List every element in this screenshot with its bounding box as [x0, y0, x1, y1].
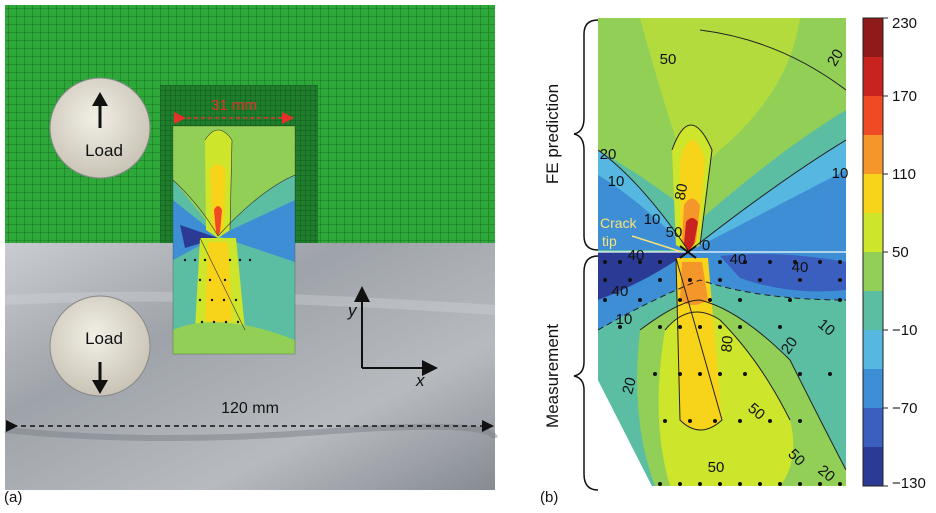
down-arrow-icon	[92, 380, 108, 394]
load-label-top: Load	[85, 141, 123, 160]
contour-label: 80	[718, 335, 736, 353]
up-arrow-icon	[92, 92, 108, 106]
contour-label: 20	[778, 334, 801, 357]
colorbar-cell	[863, 57, 883, 97]
crack-tip-label: Crack tip	[600, 215, 640, 249]
load-label-bottom: Load	[85, 329, 123, 348]
panel-a-label: (a)	[4, 489, 22, 506]
contour-label: 10	[832, 165, 849, 182]
contour-label: 40	[612, 283, 629, 300]
contour-label: 0	[702, 237, 710, 254]
colorbar-tick-label: 170	[892, 88, 917, 105]
colorbar-cell	[863, 135, 883, 175]
contour-label: 50	[708, 459, 725, 476]
contour-map	[598, 18, 846, 486]
contour-label: 50	[660, 51, 677, 68]
length-dimension-label: 120 mm	[221, 400, 279, 417]
colorbar-tick-label: −10	[892, 322, 917, 339]
colorbar-cell	[863, 174, 883, 214]
colorbar-tick-label: −130	[892, 475, 926, 492]
colorbar-tick-label: 50	[892, 244, 909, 261]
load-pin-top: Load	[49, 77, 151, 179]
fe-prediction-label: FE prediction	[543, 84, 562, 184]
colorbar-cell	[863, 213, 883, 253]
load-pin-bottom: Load	[49, 295, 151, 397]
colorbar-tick-label: −70	[892, 400, 917, 417]
colorbar-cell	[863, 447, 883, 487]
contour-label: 10	[644, 211, 661, 228]
colorbar-cell	[863, 96, 883, 136]
contour-label: 40	[628, 247, 645, 264]
panel-b: 50 20 20 10 10 80 10 50 0 40 40 40 40 10…	[540, 18, 848, 506]
contour-label: 20	[824, 46, 847, 69]
colorbar-tick-label: 230	[892, 15, 917, 32]
contour-label: 20	[600, 146, 617, 163]
colorbar-cell	[863, 252, 883, 292]
contour-label: 20	[619, 376, 640, 397]
panel-b-label: (b)	[540, 489, 558, 506]
colorbar-cell	[863, 291, 883, 331]
axis-y-label: y	[347, 301, 358, 320]
contour-inset	[173, 126, 295, 354]
axis-x-label: x	[415, 371, 425, 390]
contour-label: 10	[608, 173, 625, 190]
brace-measurement	[573, 255, 599, 491]
colorbar-cell	[863, 369, 883, 409]
colorbar-cell	[863, 408, 883, 448]
colorbar-cell	[863, 330, 883, 370]
crack-tip-marker	[679, 245, 697, 259]
contour-label: 80	[672, 182, 692, 201]
contour-label: 50	[666, 224, 683, 241]
colorbar: 230 170 110 50 −10 −70 −130	[862, 15, 926, 492]
panel-a: 31 mm Load Load y x 120 mm (a)	[4, 5, 498, 506]
contour-label: 10	[616, 311, 633, 328]
contour-label: 40	[730, 251, 747, 268]
width-dimension-label: 31 mm	[211, 97, 257, 114]
contour-labels: 50 20 20 10 10 80 10 50 0 40 40 40 40 10…	[600, 46, 849, 485]
brace-fe	[573, 19, 599, 251]
contour-label: 40	[792, 259, 809, 276]
colorbar-tick-label: 110	[892, 166, 916, 183]
measurement-label: Measurement	[543, 324, 562, 428]
colorbar-cell	[863, 18, 883, 58]
